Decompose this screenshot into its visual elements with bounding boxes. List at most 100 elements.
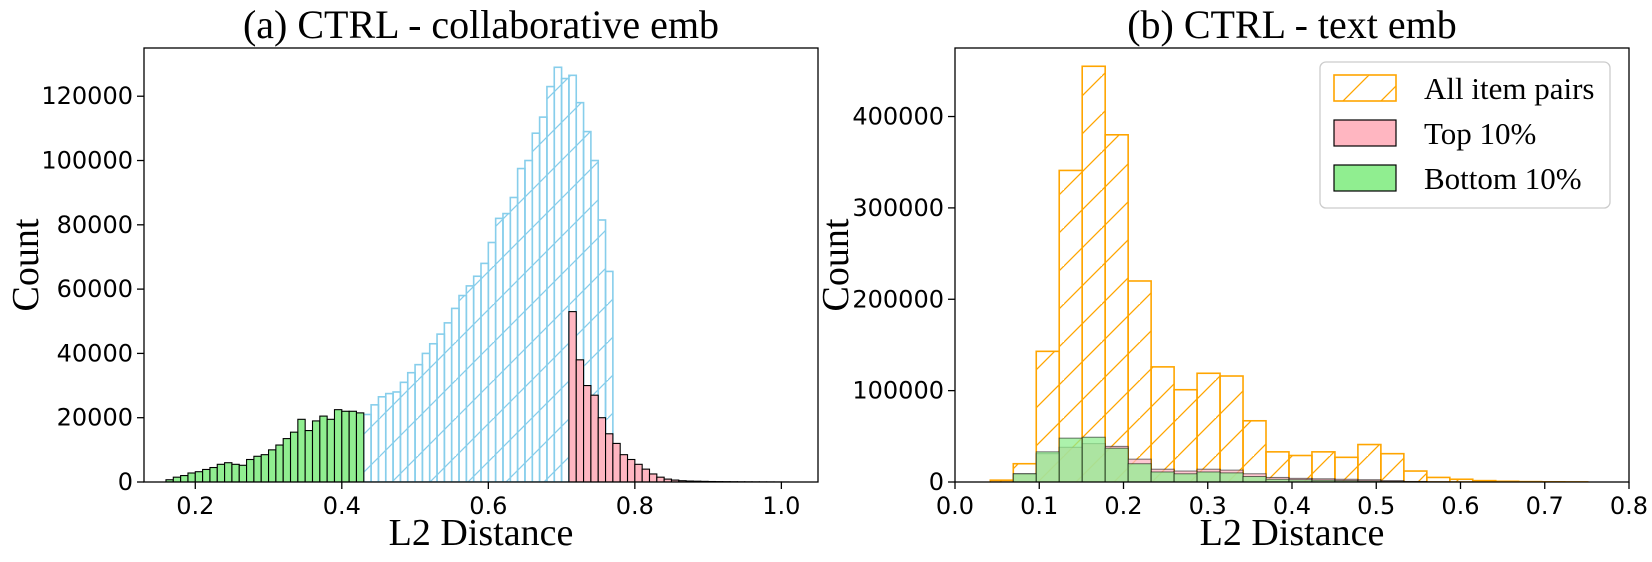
bar-a-bottom-10-19 (304, 430, 314, 482)
bar-a-all-item-pairs-18 (494, 217, 504, 482)
bar-a-bottom-10-20 (311, 420, 321, 482)
x-tick-label-b-5: 0.5 (1357, 492, 1395, 520)
bar-b-all-item-pairs-16 (1357, 443, 1382, 482)
bar-a-all-item-pairs-21 (516, 167, 526, 482)
bar-a-top-10-5 (604, 433, 614, 482)
bar-b-all-item-pairs-18 (1403, 470, 1428, 482)
bar-a-all-item-pairs-23 (531, 132, 541, 482)
bar-b-bottom-10-7 (1150, 471, 1175, 482)
bar-a-bottom-10-14 (267, 449, 277, 482)
bar-b-all-item-pairs-9 (1196, 372, 1221, 482)
y-tick-label-a-5: 100000 (41, 147, 133, 175)
bar-a-all-item-pairs-5 (399, 381, 409, 482)
panel-a-title: (a) CTRL - collaborative emb (243, 2, 719, 47)
bar-a-bottom-10-22 (326, 418, 336, 482)
bar-a-top-10-7 (619, 454, 629, 482)
bar-a-all-item-pairs-9 (428, 342, 438, 482)
bar-b-all-item-pairs-15 (1334, 456, 1359, 482)
bar-a-bottom-10-21 (319, 415, 328, 482)
x-tick-label-b-6: 0.6 (1441, 492, 1479, 520)
x-tick-label-a-4: 1.0 (762, 492, 800, 520)
y-tick-label-a-0: 0 (118, 468, 133, 496)
panel-a: (a) CTRL - collaborative emb 0.2 0.4 0.6 0.… (5, 2, 819, 554)
panel-a-y-axis-label: Count (5, 218, 47, 311)
bar-a-all-item-pairs-13 (458, 294, 468, 482)
y-tick-label-a-2: 40000 (57, 339, 133, 367)
bar-a-all-item-pairs-17 (487, 241, 497, 482)
legend-swatch-top-10 (1333, 119, 1397, 147)
bar-b-bottom-10-4 (1081, 436, 1106, 482)
bar-b-bottom-10-2 (1035, 451, 1060, 482)
bar-a-all-item-pairs-2 (377, 396, 387, 482)
bar-b-bottom-10-11 (1242, 476, 1267, 482)
bar-a-all-item-pairs-33 (604, 270, 614, 482)
bar-a-all-item-pairs-15 (472, 275, 482, 482)
bar-a-bottom-10-23 (333, 409, 343, 482)
bar-a-all-item-pairs-8 (421, 352, 431, 482)
bar-a-bottom-10-9 (231, 463, 240, 482)
bar-b-all-item-pairs-4 (1081, 65, 1106, 482)
panel-a-x-axis-label: L2 Distance (389, 512, 574, 554)
bar-b-bottom-10-10 (1219, 472, 1244, 482)
bar-a-top-10-12 (656, 476, 665, 482)
bar-a-bottom-10-6 (209, 466, 218, 482)
y-tick-label-a-1: 20000 (57, 404, 133, 432)
bar-a-bottom-10-2 (180, 475, 189, 482)
bar-b-all-item-pairs-11 (1242, 419, 1267, 482)
bar-a-all-item-pairs-16 (480, 262, 490, 482)
panel-b-ticks: 0.0 0.1 0.2 0.3 0.4 0.5 0.6 0.7 0.8 0 100000 200000… (852, 103, 1648, 520)
bar-a-bottom-10-12 (253, 455, 262, 482)
legend-swatch-bottom-10 (1333, 164, 1397, 192)
x-tick-label-b-3: 0.3 (1189, 492, 1227, 520)
bar-a-bottom-10-1 (172, 476, 182, 482)
panel-b-title: (b) CTRL - text emb (1127, 2, 1457, 47)
bar-b-all-item-pairs-8 (1173, 388, 1198, 482)
bar-a-bottom-10-10 (238, 464, 248, 482)
bar-b-all-item-pairs-19 (1426, 476, 1451, 482)
legend: All item pairs Top 10% Bottom 10% (1319, 61, 1611, 209)
x-tick-label-a-3: 0.8 (616, 492, 654, 520)
bar-a-top-10-4 (597, 417, 607, 482)
bar-a-all-item-pairs-11 (443, 322, 453, 482)
bar-b-all-item-pairs-17 (1380, 452, 1405, 482)
bar-a-all-item-pairs-19 (502, 212, 512, 482)
legend-label-all-item-pairs: All item pairs (1424, 71, 1594, 106)
bar-b-bottom-10-6 (1127, 463, 1152, 482)
bar-a-bottom-10-11 (246, 458, 255, 482)
legend-label-top-10: Top 10% (1424, 116, 1536, 151)
bar-a-bottom-10-16 (282, 438, 292, 482)
x-tick-label-b-2: 0.2 (1104, 492, 1142, 520)
bar-a-top-10-1 (575, 359, 585, 482)
bar-b-bottom-10-5 (1104, 447, 1129, 482)
bar-a-bottom-10-18 (297, 418, 306, 482)
y-tick-label-a-4: 80000 (57, 211, 133, 239)
bar-a-bottom-10-25 (348, 410, 358, 482)
y-tick-label-b-2: 200000 (852, 285, 944, 313)
bar-a-bottom-10-15 (275, 444, 284, 482)
y-tick-label-b-3: 300000 (852, 194, 944, 222)
bar-b-all-item-pairs-10 (1219, 375, 1244, 482)
bar-a-top-10-8 (626, 458, 636, 482)
bar-a-bottom-10-17 (289, 431, 299, 482)
x-tick-label-b-0: 0.0 (936, 492, 974, 520)
bar-b-bottom-10-8 (1173, 473, 1198, 482)
bar-a-bottom-10-7 (216, 463, 226, 482)
bar-a-all-item-pairs-4 (392, 391, 402, 482)
y-tick-label-b-4: 400000 (852, 103, 944, 131)
bar-a-bottom-10-3 (187, 472, 196, 482)
x-tick-label-b-7: 0.7 (1526, 492, 1564, 520)
bar-a-bottom-10-26 (355, 412, 365, 482)
bar-a-top-10-0 (568, 311, 577, 482)
legend-label-bottom-10: Bottom 10% (1424, 161, 1582, 196)
panel-a-ticks: 0.2 0.4 0.6 0.8 1.0 0 20000 40000 60000 80000 1000… (41, 82, 800, 520)
y-tick-label-b-1: 100000 (852, 377, 944, 405)
bar-a-all-item-pairs-6 (406, 371, 416, 482)
bar-a-all-item-pairs-0 (362, 413, 372, 482)
bar-a-all-item-pairs-27 (560, 77, 570, 482)
bar-a-all-item-pairs-7 (414, 363, 424, 482)
bar-a-all-item-pairs-1 (370, 404, 380, 482)
bar-a-bottom-10-4 (194, 471, 204, 482)
x-tick-label-a-0: 0.2 (176, 492, 214, 520)
bar-b-bottom-10-1 (1012, 473, 1037, 482)
